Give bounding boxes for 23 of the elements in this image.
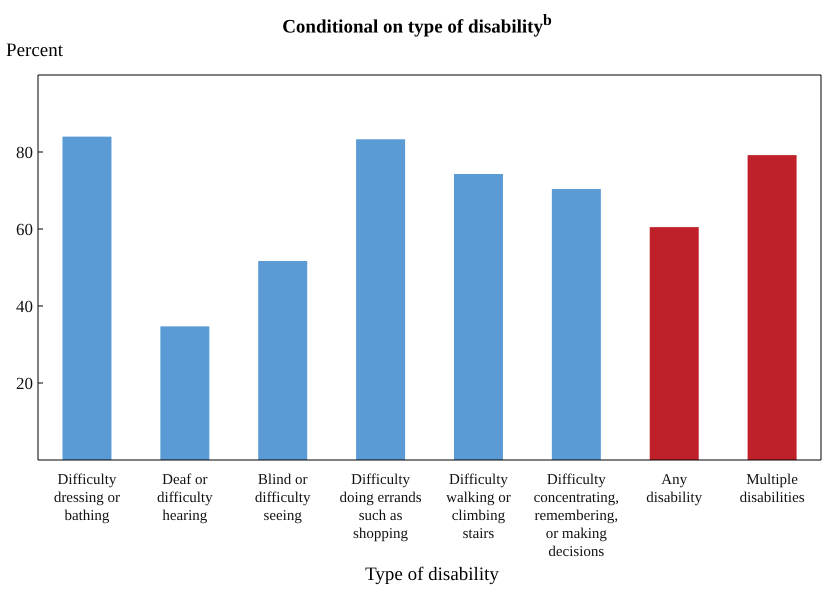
y-axis-title: Percent <box>6 40 63 62</box>
y-tick-label: 20 <box>16 374 33 394</box>
y-tick-label: 60 <box>16 220 33 240</box>
x-axis-title: Type of disability <box>364 564 500 586</box>
x-tick-label: Difficulty doing errands such as shopping <box>340 472 422 542</box>
bar <box>356 139 406 460</box>
x-tick-label: Difficulty dressing or bathing <box>54 472 120 524</box>
bar <box>748 155 797 460</box>
x-tick-label: Deaf or difficulty hearing <box>157 472 214 524</box>
bar <box>454 174 503 460</box>
bar <box>650 227 699 460</box>
x-tick-label: Difficulty concentrating, remembering, or making decisions <box>534 472 620 560</box>
y-tick-label: 80 <box>16 143 33 162</box>
bar <box>62 136 112 460</box>
x-tick-label: Difficulty walking or climbing stairs <box>446 472 511 542</box>
x-tick-label: Any disability <box>646 472 703 506</box>
bar <box>160 326 210 460</box>
bar <box>258 260 308 460</box>
x-tick-label: Blind or difficulty seeing <box>254 472 311 524</box>
x-tick-label: Multiple disabilities <box>740 472 805 506</box>
chart-title: Conditional on type of disability$^{b}$ <box>281 12 553 38</box>
bar <box>552 188 601 460</box>
y-tick-label: 40 <box>16 297 33 316</box>
